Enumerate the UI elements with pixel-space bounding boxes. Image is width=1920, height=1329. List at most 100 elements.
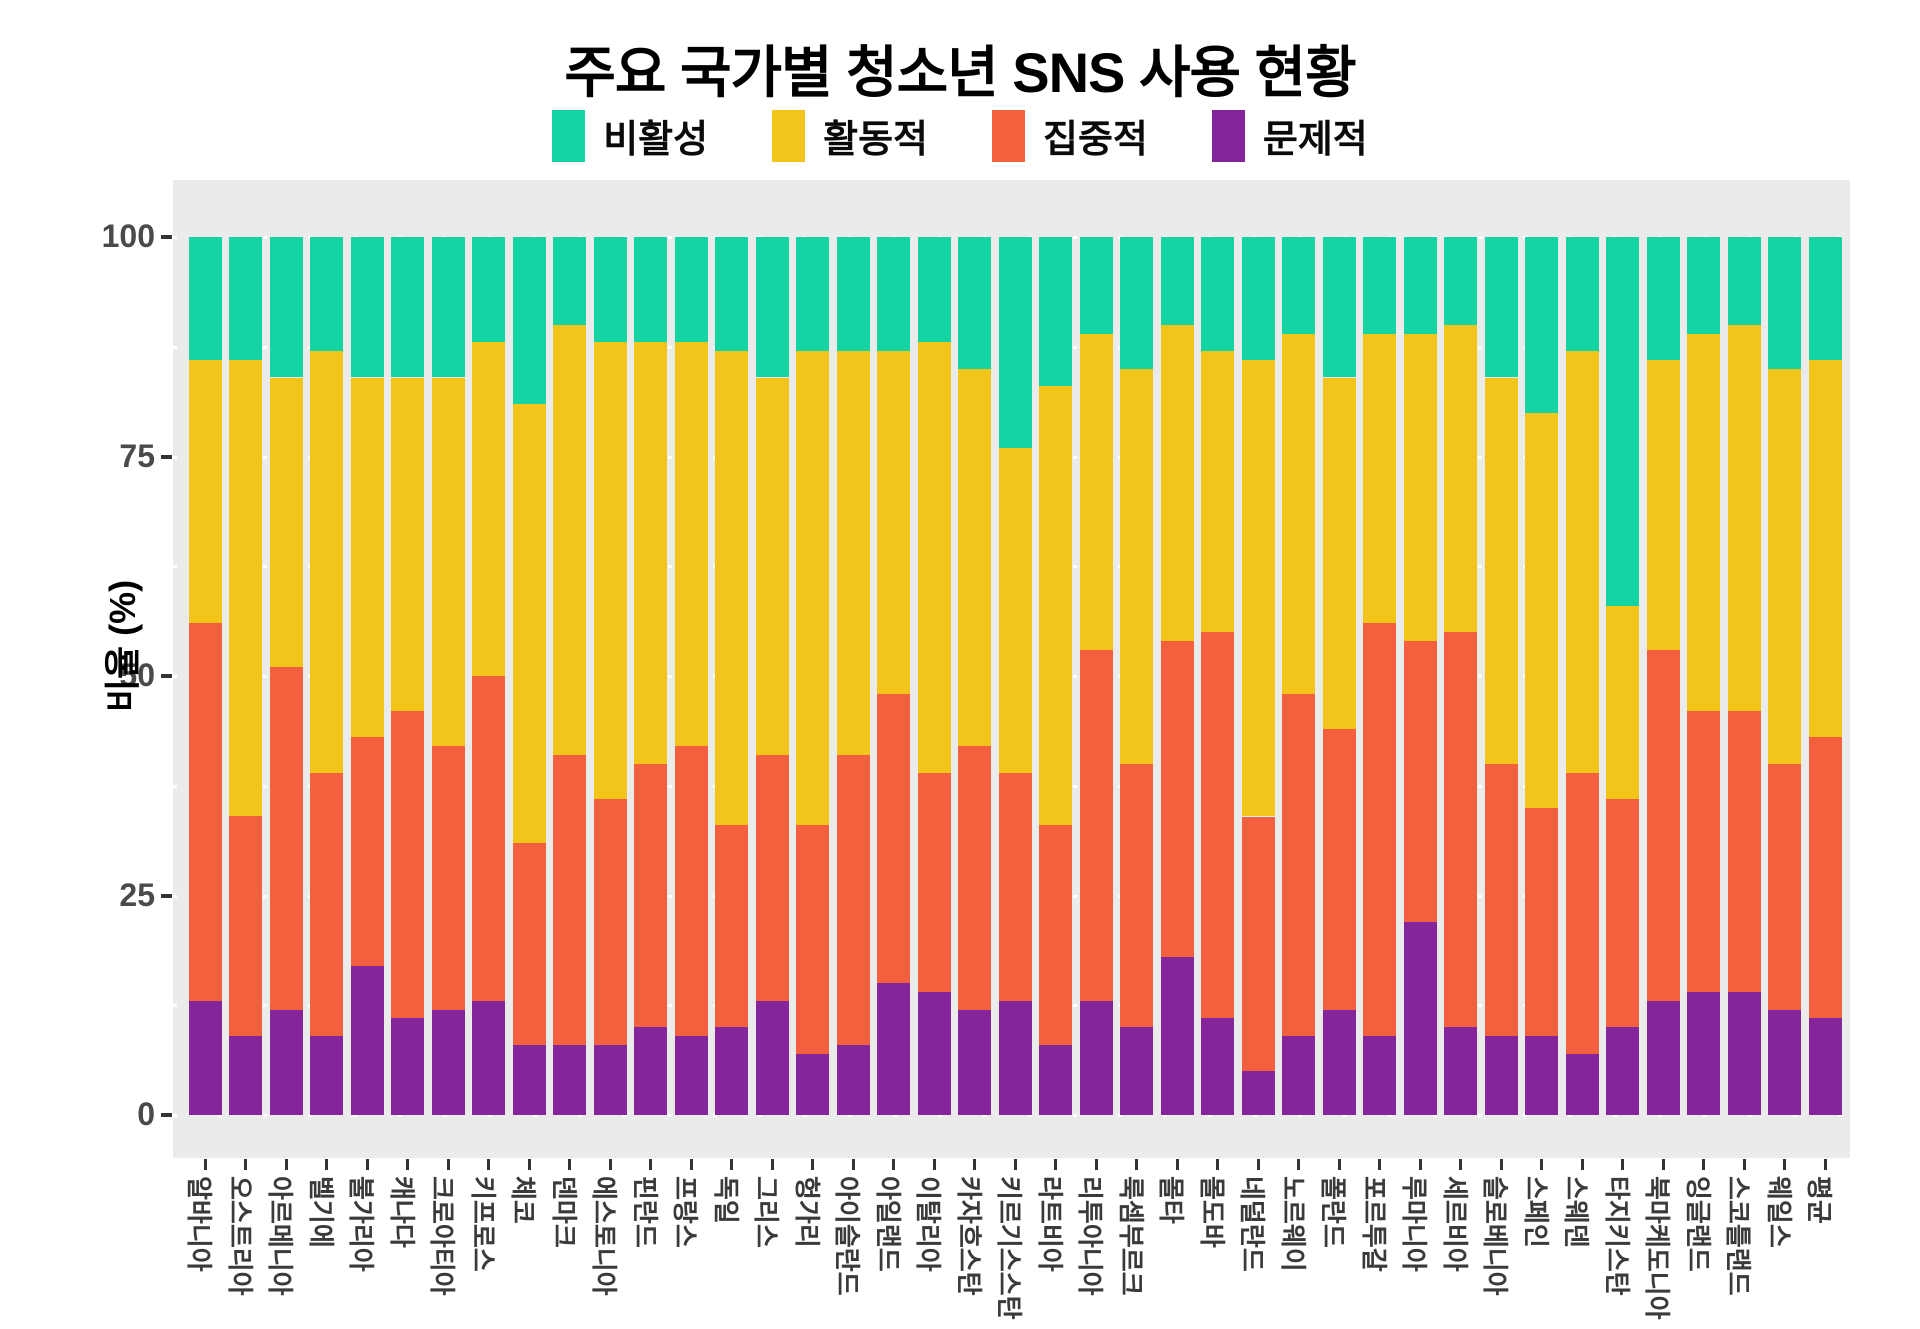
bar-불가리아 <box>350 237 384 1115</box>
segment-집중적 <box>472 676 505 1001</box>
segment-활동적 <box>229 359 262 817</box>
segment-집중적 <box>188 623 222 1001</box>
segment-문제적 <box>998 1000 1032 1115</box>
x-label-알바니아: 알바니아 <box>184 1176 214 1272</box>
legend: 비활성 활동적 집중적 문제적 <box>0 108 1920 163</box>
segment-비활성 <box>512 237 546 404</box>
segment-비활성 <box>1646 237 1680 360</box>
y-tick-label-50: 50 <box>119 657 155 693</box>
x-tick-mark <box>1459 1159 1462 1170</box>
legend-label: 집중적 <box>1043 119 1148 161</box>
segment-집중적 <box>1201 632 1234 1019</box>
x-tick-mark <box>365 1159 369 1170</box>
segment-활동적 <box>472 342 505 676</box>
segment-집중적 <box>1646 649 1680 1001</box>
y-tick-label-0: 0 <box>137 1096 155 1132</box>
segment-문제적 <box>1322 1009 1356 1115</box>
x-tick-mark <box>1378 1159 1381 1170</box>
bar-폴란드 <box>1322 237 1356 1115</box>
segment-비활성 <box>310 237 343 352</box>
segment-문제적 <box>229 1035 262 1115</box>
x-tick-mark <box>1135 1159 1138 1170</box>
segment-집중적 <box>917 772 951 993</box>
bar-스페인 <box>1525 237 1558 1115</box>
segment-집중적 <box>431 746 465 1010</box>
bar-알바니아 <box>188 237 222 1115</box>
x-label-아이슬란드: 아이슬란드 <box>832 1176 862 1296</box>
segment-집중적 <box>553 755 586 1045</box>
x-tick-mark <box>1661 1159 1665 1170</box>
x-tick-mark <box>770 1159 774 1170</box>
bar-세르비아 <box>1444 237 1477 1115</box>
segment-비활성 <box>350 237 384 378</box>
segment-활동적 <box>1768 368 1801 764</box>
x-tick-mark <box>608 1159 612 1170</box>
x-tick-mark <box>487 1159 490 1170</box>
segment-집중적 <box>796 825 829 1054</box>
segment-집중적 <box>1160 640 1194 957</box>
x-label-몰도바: 몰도바 <box>1196 1176 1227 1248</box>
segment-문제적 <box>958 1009 991 1115</box>
x-tick-mark <box>1580 1159 1584 1170</box>
segment-비활성 <box>917 237 951 343</box>
bar-몰도바 <box>1201 237 1234 1115</box>
segment-활동적 <box>1322 377 1356 729</box>
segment-활동적 <box>715 351 748 826</box>
segment-활동적 <box>755 377 789 756</box>
y-tick-mark-0 <box>161 1113 172 1117</box>
x-tick-mark <box>284 1159 288 1170</box>
segment-비활성 <box>1079 237 1113 334</box>
segment-비활성 <box>634 237 667 343</box>
legend-swatch-집중적 <box>992 109 1025 162</box>
segment-비활성 <box>1565 237 1599 352</box>
x-label-아일랜드: 아일랜드 <box>872 1176 903 1272</box>
segment-활동적 <box>1363 333 1396 624</box>
x-label-잉글랜드: 잉글랜드 <box>1682 1176 1713 1272</box>
segment-비활성 <box>1039 237 1072 387</box>
segment-활동적 <box>958 368 991 747</box>
bar-프랑스 <box>674 237 708 1115</box>
segment-비활성 <box>796 237 829 352</box>
segment-비활성 <box>1241 237 1275 360</box>
legend-label: 비활성 <box>603 119 709 161</box>
bar-벨기에 <box>310 237 343 1115</box>
segment-집중적 <box>1241 816 1275 1072</box>
segment-활동적 <box>512 403 546 843</box>
x-tick-mark <box>932 1159 936 1170</box>
segment-비활성 <box>1403 237 1437 334</box>
x-label-그리스: 그리스 <box>751 1176 781 1248</box>
segment-문제적 <box>1363 1035 1396 1115</box>
segment-비활성 <box>877 237 910 352</box>
x-tick-mark <box>1702 1159 1705 1170</box>
segment-비활성 <box>1120 237 1153 369</box>
bar-노르웨이 <box>1282 237 1315 1115</box>
segment-활동적 <box>350 377 384 738</box>
segment-집중적 <box>1039 825 1072 1045</box>
segment-비활성 <box>188 237 222 360</box>
segment-문제적 <box>512 1044 546 1115</box>
x-tick-mark <box>244 1159 247 1170</box>
bar-리투아니아 <box>1079 237 1113 1115</box>
legend-swatch-비활성 <box>552 109 586 162</box>
segment-비활성 <box>269 237 303 378</box>
segment-비활성 <box>1201 237 1234 352</box>
segment-비활성 <box>1160 237 1194 325</box>
segment-비활성 <box>1768 237 1801 369</box>
x-label-캐나다: 캐나다 <box>386 1176 417 1248</box>
segment-집중적 <box>715 825 748 1028</box>
segment-문제적 <box>431 1009 465 1115</box>
segment-비활성 <box>836 237 870 352</box>
bar-스코틀랜드 <box>1727 237 1761 1115</box>
x-tick-mark <box>325 1159 328 1170</box>
x-label-에스토니아: 에스토니아 <box>589 1176 619 1296</box>
segment-문제적 <box>1160 956 1194 1115</box>
y-tick-label-100: 100 <box>101 218 155 254</box>
segment-활동적 <box>998 447 1032 773</box>
segment-문제적 <box>310 1035 343 1115</box>
segment-문제적 <box>1403 921 1437 1115</box>
segment-집중적 <box>269 667 303 1010</box>
bar-캐나다 <box>391 237 424 1115</box>
segment-문제적 <box>472 1000 505 1115</box>
segment-집중적 <box>1403 640 1437 922</box>
segment-집중적 <box>310 772 343 1036</box>
